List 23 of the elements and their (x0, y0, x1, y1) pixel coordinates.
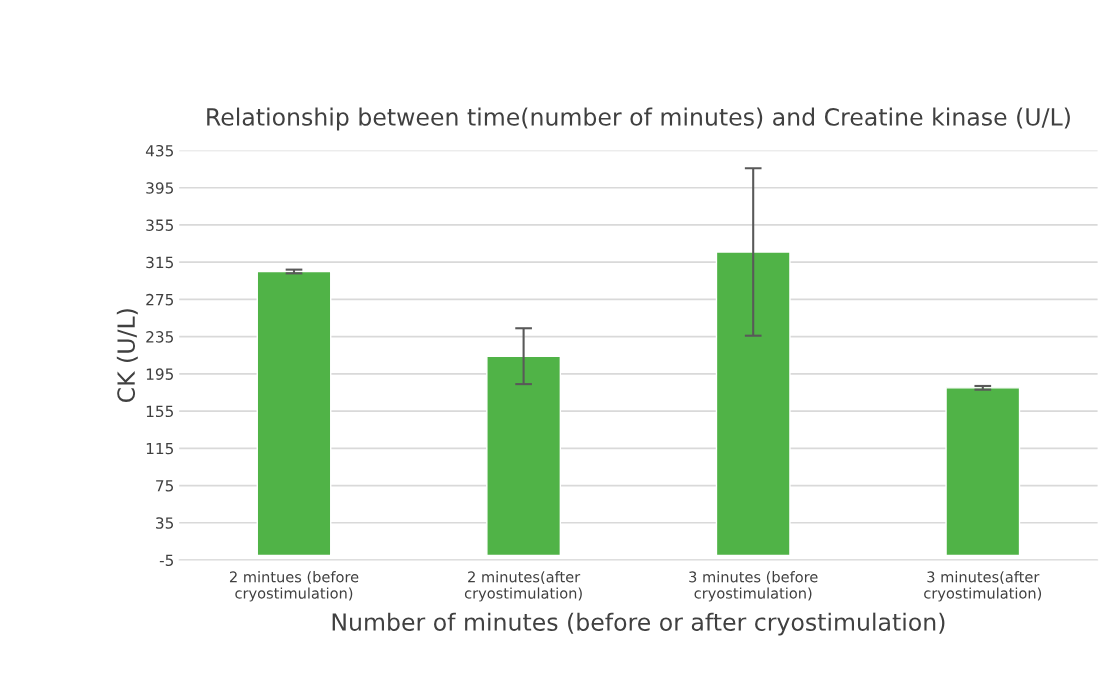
y-tick-label: 155 (146, 405, 173, 418)
y-tick-label: 195 (146, 368, 173, 380)
y-axis-title: CK (U/L) (116, 309, 138, 403)
y-tick-label: -5 (159, 554, 174, 567)
y-tick-label: 435 (145, 144, 173, 157)
x-tick-label: 3 minutes(after cryostimulation) (924, 571, 1042, 602)
bar (486, 355, 562, 557)
x-tick-label: 2 minutes(after cryostimulation) (464, 571, 582, 602)
y-tick-label: 355 (146, 219, 173, 231)
y-tick-label: 315 (146, 256, 173, 269)
bar (715, 251, 791, 557)
y-tick-label: 395 (146, 182, 173, 194)
y-tick-label: 75 (156, 480, 173, 492)
chart-title: Relationship between time(number of minutes) and Creatine kinase (U/L) (207, 107, 1070, 131)
y-tick-label: 115 (146, 442, 173, 455)
x-axis-title: Number of minutes (before or after cryostimulation) (332, 612, 945, 636)
y-tick-label: 235 (146, 331, 173, 343)
y-tick-label: 35 (156, 517, 173, 529)
x-tick-label: 3 minutes (before cryostimulation) (689, 571, 818, 602)
x-tick-label: 2 mintues (before cryostimulation) (229, 571, 359, 602)
y-tick-label: 275 (146, 293, 173, 306)
bar (256, 270, 332, 557)
bar (945, 387, 1021, 557)
